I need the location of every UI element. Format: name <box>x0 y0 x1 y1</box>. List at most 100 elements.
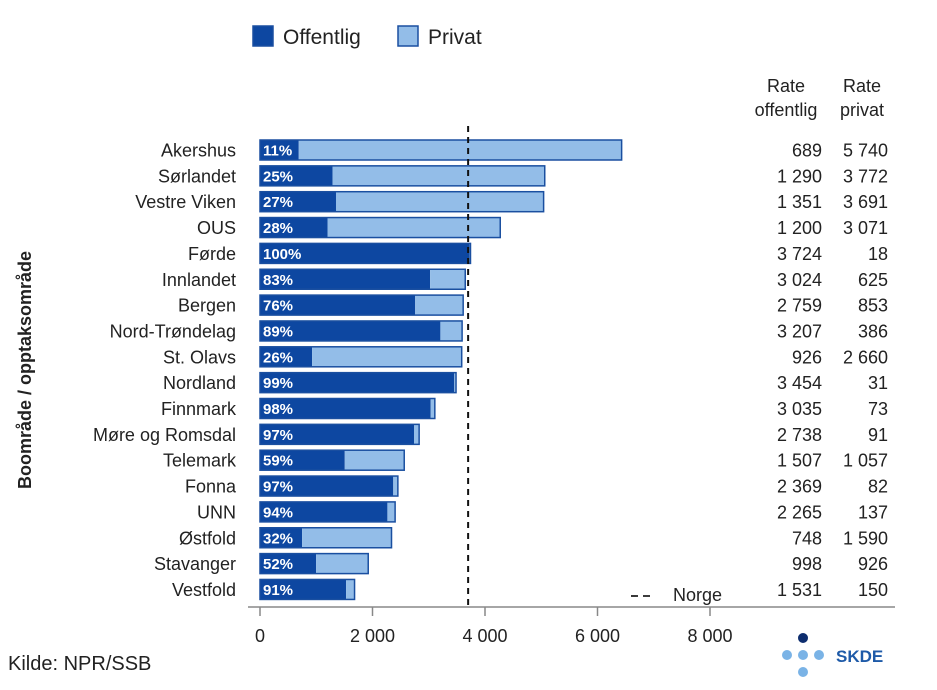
bar-privat-6 <box>415 295 464 316</box>
bar-offentlig-4 <box>260 243 470 264</box>
bar-offentlig-14 <box>260 501 388 522</box>
bar-privat-3 <box>327 217 501 238</box>
bar-privat-14 <box>387 501 396 522</box>
bar-outline-13 <box>259 475 399 497</box>
category-label-16: Stavanger <box>154 554 236 574</box>
rate-offentlig-16: 998 <box>792 554 822 574</box>
rate-offentlig-11: 2 738 <box>777 425 822 445</box>
rate-offentlig-9: 3 454 <box>777 373 822 393</box>
bar-offentlig-6 <box>260 295 416 316</box>
bar-offentlig-16 <box>260 553 317 574</box>
rate-offentlig-8: 926 <box>792 347 822 367</box>
rate-privat-0: 5 740 <box>843 141 888 161</box>
rate-privat-4: 18 <box>868 244 888 264</box>
bar-outline-1 <box>259 165 546 187</box>
category-label-0: Akershus <box>161 141 236 161</box>
percent-label-6: 76% <box>263 298 293 315</box>
logo-dot-left <box>782 650 792 660</box>
rate-privat-header-line1: Rate <box>843 76 881 96</box>
percent-label-0: 11% <box>263 143 292 160</box>
bar-outline-10 <box>259 397 436 420</box>
bar-privat-9 <box>454 372 457 393</box>
rate-privat-9: 31 <box>868 373 888 393</box>
bar-offentlig-1 <box>260 165 333 186</box>
bar-offentlig-15 <box>260 527 303 548</box>
rate-privat-6: 853 <box>858 296 888 316</box>
bar-privat-17 <box>346 579 355 600</box>
percent-label-2: 27% <box>263 194 293 211</box>
rate-offentlig-1: 1 290 <box>777 166 822 186</box>
legend-swatch-privat <box>397 25 419 47</box>
rate-privat-12: 1 057 <box>843 451 888 471</box>
bar-outline-14 <box>259 501 396 523</box>
bar-privat-13 <box>393 476 398 497</box>
x-tick-label-2: 4 000 <box>462 626 507 646</box>
percent-label-10: 98% <box>263 401 293 418</box>
x-axis: 0 2 000 4 000 6 000 8 000 <box>248 606 895 646</box>
rate-offentlig-3: 1 200 <box>777 218 822 238</box>
rate-offentlig-0: 689 <box>792 141 822 161</box>
bar-offentlig-2 <box>260 191 336 212</box>
bar-privat-15 <box>302 527 392 548</box>
percent-label-5: 83% <box>263 272 293 289</box>
category-label-8: St. Olavs <box>163 347 236 367</box>
percent-label-7: 89% <box>263 323 293 340</box>
category-label-6: Bergen <box>178 296 236 316</box>
category-label-3: OUS <box>197 218 236 238</box>
rate-columns: 689 5 740 1 290 3 772 1 351 3 691 1 200 3 071 3 … <box>777 141 888 600</box>
percent-label-11: 97% <box>263 427 293 444</box>
bar-offentlig-8 <box>260 346 313 367</box>
category-label-13: Fonna <box>185 477 237 497</box>
rate-privat-14: 137 <box>858 502 888 522</box>
bar-outline-11 <box>259 423 420 446</box>
category-label-9: Nordland <box>163 373 236 393</box>
category-label-5: Innlandet <box>162 270 236 290</box>
bar-offentlig-11 <box>260 424 415 445</box>
percent-label-14: 94% <box>263 504 293 521</box>
bar-outline-8 <box>259 346 463 368</box>
legend-swatch-offentlig <box>252 25 274 47</box>
rate-privat-7: 386 <box>858 321 888 341</box>
bar-offentlig-3 <box>260 217 328 238</box>
bar-offentlig-13 <box>260 476 394 497</box>
rate-offentlig-15: 748 <box>792 528 822 548</box>
bar-offentlig-12 <box>260 450 345 471</box>
bar-privat-0 <box>298 140 622 160</box>
bar-outline-3 <box>259 216 501 239</box>
rate-privat-16: 926 <box>858 554 888 574</box>
category-label-10: Finnmark <box>161 399 237 419</box>
legend-label-privat: Privat <box>428 26 482 49</box>
percent-label-9: 99% <box>263 375 293 392</box>
bar-privat-1 <box>332 165 545 186</box>
bar-outline-16 <box>259 552 369 575</box>
rate-privat-header-line2: privat <box>840 100 884 120</box>
bar-privat-16 <box>316 553 369 574</box>
bar-privat-2 <box>335 191 544 212</box>
logo-dot-right <box>814 650 824 660</box>
category-label-15: Østfold <box>179 528 236 548</box>
percent-label-15: 32% <box>263 530 293 547</box>
bar-offentlig-0 <box>260 140 299 160</box>
rate-privat-8: 2 660 <box>843 347 888 367</box>
rate-offentlig-header-line1: Rate <box>767 76 805 96</box>
bar-offentlig-7 <box>260 320 441 341</box>
percent-label-3: 28% <box>263 220 293 237</box>
rate-headers: Rate offentlig Rate privat <box>755 76 884 120</box>
bar-outline-17 <box>259 578 356 601</box>
bar-outline-9 <box>259 371 457 394</box>
rate-offentlig-17: 1 531 <box>777 580 822 600</box>
rate-privat-1: 3 772 <box>843 166 888 186</box>
bar-privat-10 <box>430 398 435 419</box>
logo-dot-top <box>798 633 808 643</box>
legend: Offentlig Privat <box>252 25 482 49</box>
skde-logo: SKDE <box>782 633 883 677</box>
bar-offentlig-9 <box>260 372 455 393</box>
bar-offentlig-5 <box>260 269 431 290</box>
category-label-14: UNN <box>197 502 236 522</box>
bar-outline-4 <box>259 242 472 265</box>
percent-label-16: 52% <box>263 556 293 573</box>
bar-outline-15 <box>259 527 393 549</box>
x-tick-label-0: 0 <box>255 626 265 646</box>
rate-privat-10: 73 <box>868 399 888 419</box>
bar-offentlig-17 <box>260 579 347 600</box>
